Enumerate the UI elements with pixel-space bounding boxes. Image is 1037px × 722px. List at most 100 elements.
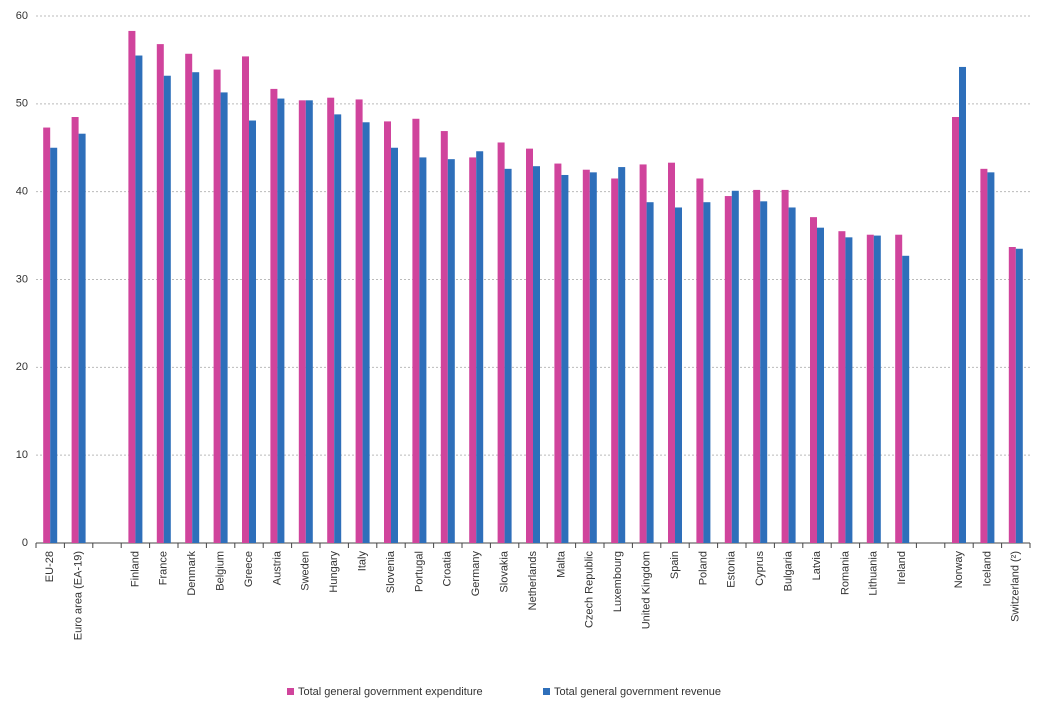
bar (362, 122, 370, 544)
x-tick-label: Estonia (726, 550, 738, 588)
y-tick-label: 20 (16, 361, 28, 373)
bar (611, 178, 619, 543)
bar (724, 196, 732, 543)
legend-label: Total general government revenue (554, 686, 721, 698)
bar (50, 147, 58, 543)
bar (668, 162, 675, 543)
bar (192, 72, 200, 544)
bar (78, 133, 86, 544)
x-tick-label: Belgium (215, 551, 227, 591)
bar (334, 114, 342, 543)
x-tick-label: EU-28 (44, 551, 56, 582)
x-tick-label: Malta (555, 550, 567, 578)
legend-label: Total general government expenditure (298, 686, 483, 698)
bar (156, 44, 164, 544)
bar (817, 227, 824, 543)
bar (270, 88, 278, 543)
bar (128, 30, 136, 544)
x-tick-label: Denmark (186, 551, 198, 596)
bar (902, 255, 910, 543)
x-tick-label: Germany (470, 551, 482, 597)
bar (788, 207, 796, 543)
x-tick-label: Cyprus (754, 551, 766, 586)
bar (866, 234, 874, 543)
x-tick-label: Switzerland (²) (1010, 551, 1022, 622)
bar (618, 167, 626, 543)
bar (277, 98, 285, 544)
bar (71, 117, 79, 543)
x-tick-label: Austria (271, 550, 283, 585)
x-tick-label: Slovenia (385, 550, 397, 593)
x-tick-label: Norway (953, 551, 965, 589)
legend-swatch (287, 688, 294, 695)
bar (760, 201, 768, 543)
bar (163, 75, 171, 543)
bar (561, 174, 569, 543)
bar (1015, 248, 1023, 543)
x-tick-label: Poland (697, 551, 709, 585)
x-tick-label: Ireland (896, 551, 908, 585)
bar (987, 172, 995, 544)
bar (384, 121, 391, 544)
bar (391, 147, 398, 543)
y-tick-label: 10 (16, 449, 28, 461)
bar (639, 164, 647, 543)
bar (476, 151, 484, 543)
y-tick-label: 0 (22, 537, 28, 549)
bar (554, 163, 562, 543)
bar (703, 202, 711, 543)
bar (213, 69, 221, 543)
bar (43, 127, 51, 543)
x-tick-label: Latvia (811, 550, 823, 580)
bar (959, 66, 966, 544)
bar (582, 169, 590, 544)
bar (1008, 247, 1016, 544)
x-tick-label: Croatia (442, 550, 454, 586)
bar (298, 100, 306, 543)
bar (895, 234, 903, 543)
x-tick-label: United Kingdom (641, 551, 653, 629)
x-tick-label: France (158, 551, 170, 585)
y-tick-label: 60 (16, 10, 28, 22)
y-tick-label: 40 (16, 186, 28, 198)
bar (440, 131, 448, 544)
x-tick-label: Sweden (300, 551, 312, 591)
bar (753, 189, 761, 543)
x-tick-label: Czech Republic (584, 551, 596, 629)
bar (249, 120, 256, 543)
bar (526, 148, 533, 543)
bar (731, 190, 739, 543)
bar (873, 235, 881, 544)
bar (952, 117, 959, 543)
bar (838, 231, 846, 544)
bar (185, 53, 193, 543)
bar (327, 97, 335, 543)
x-tick-label: Euro area (EA-19) (73, 551, 85, 640)
x-tick-label: Greece (243, 551, 255, 587)
x-tick-label: Iceland (981, 551, 993, 586)
x-tick-label: Luxembourg (612, 551, 624, 612)
x-tick-label: Slovakia (499, 550, 511, 592)
bar (589, 172, 597, 544)
bar (355, 99, 363, 544)
x-tick-label: Romania (839, 550, 851, 595)
x-tick-label: Lithuania (868, 550, 880, 596)
bar (980, 168, 988, 543)
bar (646, 202, 654, 543)
x-tick-label: Netherlands (527, 551, 539, 611)
x-tick-label: Italy (357, 551, 369, 572)
x-tick-label: Hungary (328, 551, 340, 593)
bar (675, 207, 682, 543)
legend-swatch (543, 688, 550, 695)
bar (220, 92, 228, 543)
bar (845, 237, 853, 543)
x-tick-label: Finland (129, 551, 141, 587)
bar (135, 55, 143, 544)
bar (696, 178, 704, 543)
bar (419, 157, 427, 543)
bar (504, 168, 512, 543)
y-tick-label: 30 (16, 273, 28, 285)
bar (469, 157, 477, 543)
bar (305, 100, 313, 543)
